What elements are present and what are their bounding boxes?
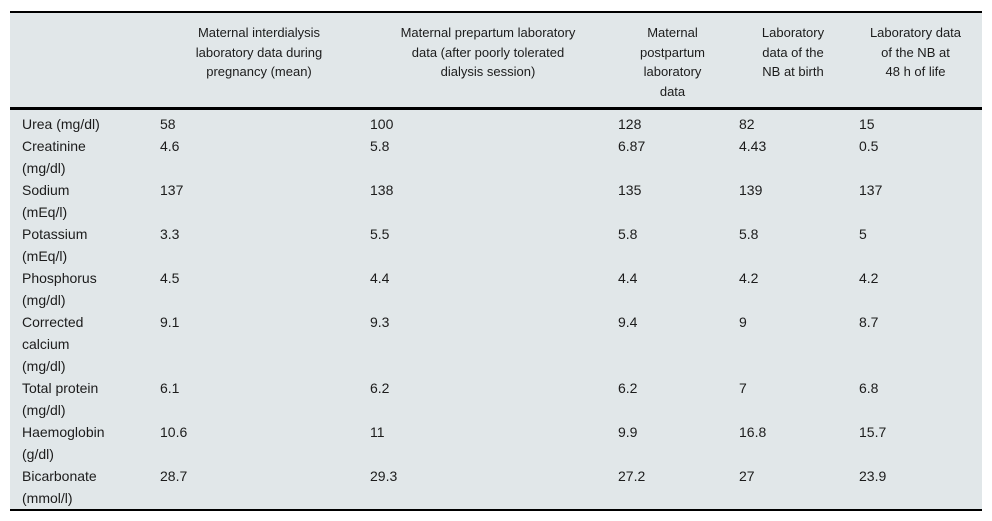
cell-value: 10.6 [160,424,188,440]
column-header-nb-48h: Laboratory data of the NB at 48 h of lif… [869,25,962,79]
cell-value: 128 [618,116,642,132]
cell-value: 9 [739,314,747,330]
cell-value: 5.8 [739,226,759,242]
table-row-urea: Urea (mg/dl) 58 100 128 82 15 [10,109,982,136]
cell-value: 4.6 [160,138,180,154]
cell-value: 137 [859,182,883,198]
row-label: Creatinine (mg/dl) [22,138,86,176]
table-row-bicarbonate: Bicarbonate (mmol/l) 28.7 29.3 27.2 27 2… [10,465,982,510]
cell-value: 6.87 [618,138,646,154]
cell-value: 11 [370,424,385,440]
cell-value: 139 [739,182,763,198]
cell-value: 4.2 [739,270,759,286]
cell-value: 6.8 [859,380,879,396]
table-row-sodium: Sodium (mEq/l) 137 138 135 139 137 [10,179,982,223]
cell-value: 4.4 [370,270,390,286]
table-row-haemoglobin: Haemoglobin (g/dl) 10.6 11 9.9 16.8 15.7 [10,421,982,465]
cell-value: 0.5 [859,138,879,154]
cell-value: 9.3 [370,314,390,330]
cell-value: 138 [370,182,394,198]
table-row-phosphorus: Phosphorus (mg/dl) 4.5 4.4 4.4 4.2 4.2 [10,267,982,311]
header-row: Maternal interdialysis laboratory data d… [10,12,982,109]
cell-value: 15 [859,116,875,132]
column-header-parameter [10,12,158,109]
cell-value: 27.2 [618,468,646,484]
cell-value: 137 [160,182,184,198]
cell-value: 5.5 [370,226,390,242]
cell-value: 28.7 [160,468,188,484]
table-row-creatinine: Creatinine (mg/dl) 4.6 5.8 6.87 4.43 0.5 [10,135,982,179]
cell-value: 9.1 [160,314,180,330]
cell-value: 7 [739,380,747,396]
cell-value: 4.5 [160,270,180,286]
table-row-potassium: Potassium (mEq/l) 3.3 5.5 5.8 5.8 5 [10,223,982,267]
cell-value: 6.2 [618,380,638,396]
row-label: Sodium (mEq/l) [22,182,70,220]
cell-value: 8.7 [859,314,879,330]
row-label: Total protein (mg/dl) [22,380,99,418]
cell-value: 9.9 [618,424,638,440]
cell-value: 29.3 [370,468,398,484]
cell-value: 5 [859,226,867,242]
cell-value: 4.43 [739,138,767,154]
row-label: Potassium (mEq/l) [22,226,88,264]
row-label: Haemoglobin (g/dl) [22,424,105,462]
row-label: Urea (mg/dl) [22,116,100,132]
cell-value: 16.8 [739,424,767,440]
cell-value: 135 [618,182,642,198]
column-header-maternal-postpartum: Maternal postpartum laboratory data [639,25,706,99]
cell-value: 58 [160,116,176,132]
cell-value: 4.4 [618,270,638,286]
cell-value: 6.1 [160,380,180,396]
row-label: Bicarbonate (mmol/l) [22,468,97,506]
column-header-nb-at-birth: Laboratory data of the NB at birth [761,25,825,79]
cell-value: 100 [370,116,394,132]
cell-value: 3.3 [160,226,180,242]
cell-value: 82 [739,116,755,132]
cell-value: 5.8 [618,226,638,242]
table-body: Urea (mg/dl) 58 100 128 82 15 Creatinine… [10,109,982,511]
column-header-maternal-prepartum: Maternal prepartum laboratory data (afte… [400,25,576,79]
table-row-total-protein: Total protein (mg/dl) 6.1 6.2 6.2 7 6.8 [10,377,982,421]
cell-value: 9.4 [618,314,638,330]
cell-value: 4.2 [859,270,879,286]
cell-value: 23.9 [859,468,887,484]
table-row-corrected-calcium: Corrected calcium (mg/dl) 9.1 9.3 9.4 9 … [10,311,982,377]
row-label: Corrected calcium (mg/dl) [22,314,84,374]
cell-value: 5.8 [370,138,390,154]
cell-value: 6.2 [370,380,390,396]
row-label: Phosphorus (mg/dl) [22,270,97,308]
maternal-newborn-lab-data-table: Maternal interdialysis laboratory data d… [10,11,982,511]
column-header-maternal-interdialysis: Maternal interdialysis laboratory data d… [195,25,323,79]
cell-value: 27 [739,468,755,484]
cell-value: 15.7 [859,424,887,440]
table-header: Maternal interdialysis laboratory data d… [10,12,982,109]
